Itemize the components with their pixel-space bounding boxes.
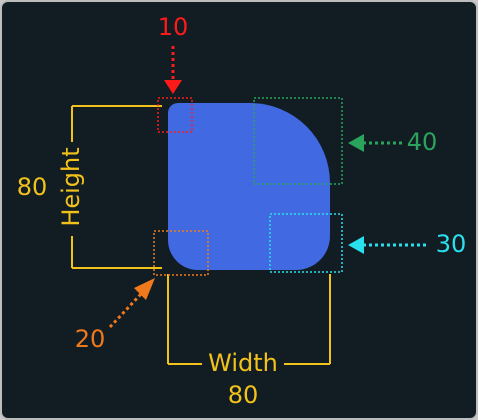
width-value: 80 (228, 381, 259, 409)
corner-box-bottom-right (269, 213, 343, 273)
corner-box-bottom-left (153, 230, 209, 276)
corner-box-top-right (253, 97, 343, 185)
height-label: Height (57, 147, 85, 226)
width-label: Width (208, 349, 278, 377)
arrowhead-top-left (164, 80, 182, 94)
corner-box-top-left (157, 97, 193, 133)
arrowhead-top-right (348, 134, 364, 152)
corner-value-bottom-right: 30 (436, 230, 467, 258)
corner-value-bottom-left: 20 (75, 325, 106, 353)
height-bracket (71, 105, 162, 269)
arrow-bottom-left (108, 292, 143, 329)
corner-value-top-left: 10 (158, 13, 189, 41)
rounded-rectangle-shape (168, 103, 330, 270)
width-bracket (167, 274, 331, 365)
corner-value-top-right: 40 (407, 128, 438, 156)
arrowhead-bottom-right (348, 236, 364, 254)
height-value: 80 (17, 173, 48, 201)
arrowhead-bottom-left (134, 278, 155, 300)
